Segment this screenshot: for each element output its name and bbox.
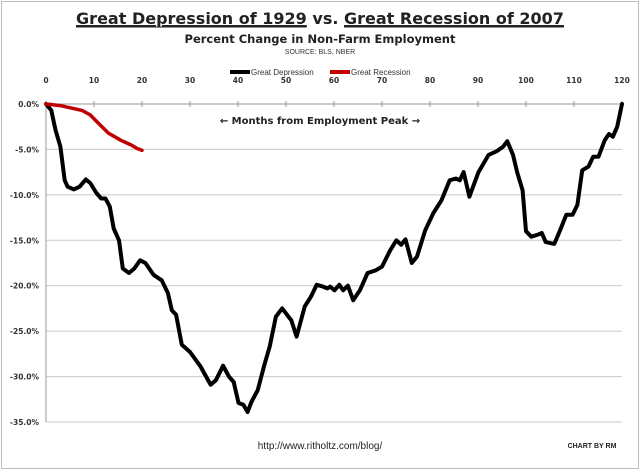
x-tick-label: 20: [137, 76, 147, 85]
x-tick-label: 60: [329, 76, 339, 85]
x-tick-label: 90: [473, 76, 483, 85]
legend-label: Great Depression: [251, 68, 314, 77]
x-tick-label: 40: [233, 76, 243, 85]
x-tick-label: 70: [377, 76, 387, 85]
legend: Great Depression Great Recession: [230, 68, 411, 77]
x-tick-label: 30: [185, 76, 195, 85]
x-tick-label: 10: [89, 76, 99, 85]
series-line-great-recession: [44, 102, 144, 153]
title-vs: vs.: [312, 9, 338, 28]
y-tick-label: -25.0%: [10, 327, 40, 336]
chart-subtitle: Percent Change in Non-Farm Employment: [185, 32, 456, 46]
title-part2: Great Recession of 2007: [344, 9, 564, 28]
y-tick-label: -20.0%: [10, 282, 40, 291]
y-tick-label: -10.0%: [10, 191, 40, 200]
y-tick-label: -5.0%: [15, 145, 39, 154]
x-axis-label: ← Months from Employment Peak →: [220, 116, 420, 127]
x-tick-label: 0: [43, 76, 48, 85]
footer-credit: CHART BY RM: [568, 443, 617, 450]
y-tick-label: -30.0%: [10, 373, 40, 382]
x-tick-label: 80: [425, 76, 435, 85]
series-line-great-depression: [44, 102, 624, 414]
x-tick-label: 100: [518, 76, 534, 85]
series-lines: [44, 102, 624, 414]
footer-url[interactable]: http://www.ritholtz.com/blog/: [258, 441, 383, 452]
x-axis: 0 10 20 30 40 50 60 70 80 90 100 110 120: [43, 76, 630, 107]
chart-source: SOURCE: BLS, NBER: [285, 49, 355, 56]
title-part1: Great Depression of 1929: [76, 9, 307, 28]
legend-label: Great Recession: [351, 68, 411, 77]
x-tick-label: 50: [281, 76, 291, 85]
y-tick-label: -35.0%: [10, 418, 40, 427]
x-tick-label: 110: [566, 76, 582, 85]
y-axis: 0.0% -5.0% -10.0% -15.0% -20.0% -25.0% -30.0% -…: [10, 100, 40, 427]
x-tick-label: 120: [614, 76, 630, 85]
grid: [45, 103, 622, 423]
y-tick-label: -15.0%: [10, 236, 40, 245]
y-tick-label: 0.0%: [18, 100, 39, 109]
chart-title: Great Depression of 1929 vs. Great Reces…: [76, 9, 564, 28]
